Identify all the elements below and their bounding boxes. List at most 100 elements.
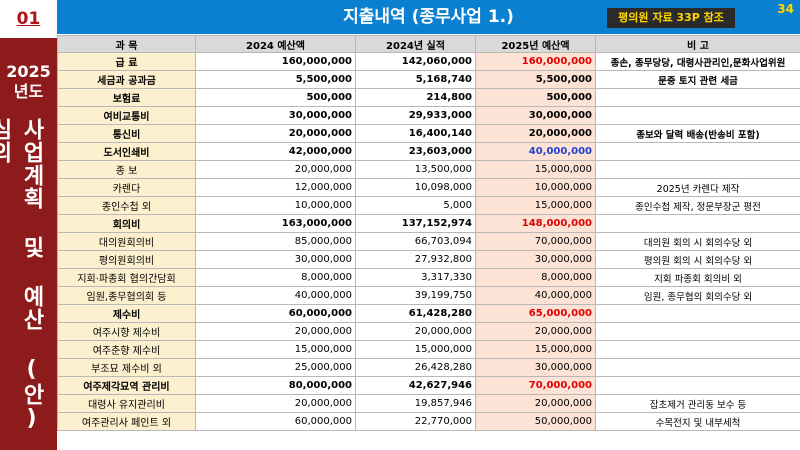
budget-2025-cell: 65,000,000 [475, 304, 596, 323]
table-row: 세금과 공과금 5,500,000 5,168,740 5,500,000 문중 토지 … [57, 70, 800, 89]
actual-2024-cell: 15,000,000 [355, 340, 476, 359]
actual-2024-cell: 42,627,946 [355, 376, 476, 395]
budget-2024-cell: 15,000,000 [195, 340, 356, 359]
table-row: 통신비 20,000,000 16,400,140 20,000,000 종보와 달력 … [57, 124, 800, 143]
item-cell: 여주제각묘역 관리비 [57, 376, 196, 395]
item-cell: 통신비 [57, 124, 196, 143]
note-cell: 임원, 종무협의 회의수당 외 [595, 286, 800, 305]
budget-2024-cell: 163,000,000 [195, 214, 356, 233]
budget-2025-cell: 5,500,000 [475, 70, 596, 89]
budget-2025-cell: 70,000,000 [475, 232, 596, 251]
table-row: 도서인쇄비 42,000,000 23,603,000 40,000,000 [57, 142, 800, 161]
budget-2024-cell: 8,000,000 [195, 268, 356, 287]
budget-2024-cell: 10,000,000 [195, 196, 356, 215]
actual-2024-cell: 61,428,280 [355, 304, 476, 323]
actual-2024-cell: 23,603,000 [355, 142, 476, 161]
table-row: 여주관리사 페인트 외 60,000,000 22,770,000 50,000,00… [57, 412, 800, 431]
reference-badge: 평의원 자료 33P 참조 [607, 8, 735, 28]
actual-2024-cell: 19,857,946 [355, 394, 476, 413]
budget-2024-cell: 12,000,000 [195, 178, 356, 197]
expense-table: 과 목 2024 예산액 2024년 실적 2025년 예산액 비 고 급 료 160,0… [57, 35, 800, 431]
table-row: 급 료 160,000,000 142,060,000 160,000,000 종손, … [57, 52, 800, 71]
header-row: 과 목 2024 예산액 2024년 실적 2025년 예산액 비 고 [57, 35, 800, 53]
table-row: 제수비 60,000,000 61,428,280 65,000,000 [57, 304, 800, 323]
budget-2025-cell: 20,000,000 [475, 322, 596, 341]
note-cell [595, 88, 800, 107]
budget-2024-cell: 30,000,000 [195, 106, 356, 125]
item-cell: 종 보 [57, 160, 196, 179]
actual-2024-cell: 3,317,330 [355, 268, 476, 287]
note-cell [595, 304, 800, 323]
budget-2025-cell: 15,000,000 [475, 196, 596, 215]
budget-2024-cell: 20,000,000 [195, 322, 356, 341]
note-cell: 평의원 회의 시 회의수당 외 [595, 250, 800, 269]
note-cell [595, 214, 800, 233]
actual-2024-cell: 5,168,740 [355, 70, 476, 89]
note-cell [595, 340, 800, 359]
budget-2025-cell: 30,000,000 [475, 358, 596, 377]
note-cell: 잡초제거 관리동 보수 등 [595, 394, 800, 413]
table-row: 대령사 유지관리비 20,000,000 19,857,946 20,000,000 잡… [57, 394, 800, 413]
budget-2024-cell: 80,000,000 [195, 376, 356, 395]
item-cell: 임원,종무협의회 등 [57, 286, 196, 305]
actual-2024-cell: 26,428,280 [355, 358, 476, 377]
actual-2024-cell: 22,770,000 [355, 412, 476, 431]
column-header: 2025년 예산액 [475, 35, 596, 53]
budget-2024-cell: 40,000,000 [195, 286, 356, 305]
header-bar: 지출내역 (종무사업 1.) 평의원 자료 33P 참조 34 [57, 0, 800, 34]
note-cell [595, 376, 800, 395]
table-row: 부조묘 제수비 외 25,000,000 26,428,280 30,000,000 [57, 358, 800, 377]
budget-2025-cell: 50,000,000 [475, 412, 596, 431]
table-row: 여비교통비 30,000,000 29,933,000 30,000,000 [57, 106, 800, 125]
note-cell: 지회 파종회 회의비 외 [595, 268, 800, 287]
year-label: 2025 년도 [6, 62, 51, 101]
budget-2025-cell: 30,000,000 [475, 250, 596, 269]
budget-2024-cell: 85,000,000 [195, 232, 356, 251]
note-cell: 2025년 카렌다 제작 [595, 178, 800, 197]
column-header: 2024 예산액 [195, 35, 356, 53]
item-cell: 도서인쇄비 [57, 142, 196, 161]
budget-2025-cell: 10,000,000 [475, 178, 596, 197]
table-row: 대의원회의비 85,000,000 66,703,094 70,000,000 대의원 … [57, 232, 800, 251]
budget-2025-cell: 20,000,000 [475, 394, 596, 413]
budget-2024-cell: 20,000,000 [195, 160, 356, 179]
note-cell: 수목전지 및 내부세척 [595, 412, 800, 431]
table-row: 여주제각묘역 관리비 80,000,000 42,627,946 70,000,000 [57, 376, 800, 395]
budget-2025-cell: 148,000,000 [475, 214, 596, 233]
item-cell: 세금과 공과금 [57, 70, 196, 89]
budget-2024-cell: 60,000,000 [195, 412, 356, 431]
budget-2024-cell: 20,000,000 [195, 394, 356, 413]
budget-2024-cell: 20,000,000 [195, 124, 356, 143]
budget-2024-cell: 60,000,000 [195, 304, 356, 323]
table-row: 여주춘향 제수비 15,000,000 15,000,000 15,000,000 [57, 340, 800, 359]
budget-2024-cell: 500,000 [195, 88, 356, 107]
actual-2024-cell: 66,703,094 [355, 232, 476, 251]
sidebar [0, 0, 57, 450]
item-cell: 카렌다 [57, 178, 196, 197]
section-number: 01 [0, 0, 57, 38]
item-cell: 종인수첩 외 [57, 196, 196, 215]
note-cell [595, 322, 800, 341]
table-row: 회의비 163,000,000 137,152,974 148,000,000 [57, 214, 800, 233]
vertical-title: 사업계획 및 예산 (안) 심의 [0, 118, 44, 432]
budget-2024-cell: 30,000,000 [195, 250, 356, 269]
actual-2024-cell: 10,098,000 [355, 178, 476, 197]
note-cell [595, 142, 800, 161]
note-cell: 대의원 회의 시 회의수당 외 [595, 232, 800, 251]
column-header: 과 목 [57, 35, 196, 53]
budget-2024-cell: 5,500,000 [195, 70, 356, 89]
budget-2024-cell: 160,000,000 [195, 52, 356, 71]
table-row: 임원,종무협의회 등 40,000,000 39,199,750 40,000,000… [57, 286, 800, 305]
budget-2025-cell: 70,000,000 [475, 376, 596, 395]
column-header: 2024년 실적 [355, 35, 476, 53]
page-number: 34 [777, 2, 794, 16]
actual-2024-cell: 20,000,000 [355, 322, 476, 341]
actual-2024-cell: 214,800 [355, 88, 476, 107]
budget-2025-cell: 8,000,000 [475, 268, 596, 287]
table-row: 카렌다 12,000,000 10,098,000 10,000,000 2025년 카… [57, 178, 800, 197]
item-cell: 보험료 [57, 88, 196, 107]
actual-2024-cell: 16,400,140 [355, 124, 476, 143]
item-cell: 부조묘 제수비 외 [57, 358, 196, 377]
budget-2025-cell: 40,000,000 [475, 142, 596, 161]
